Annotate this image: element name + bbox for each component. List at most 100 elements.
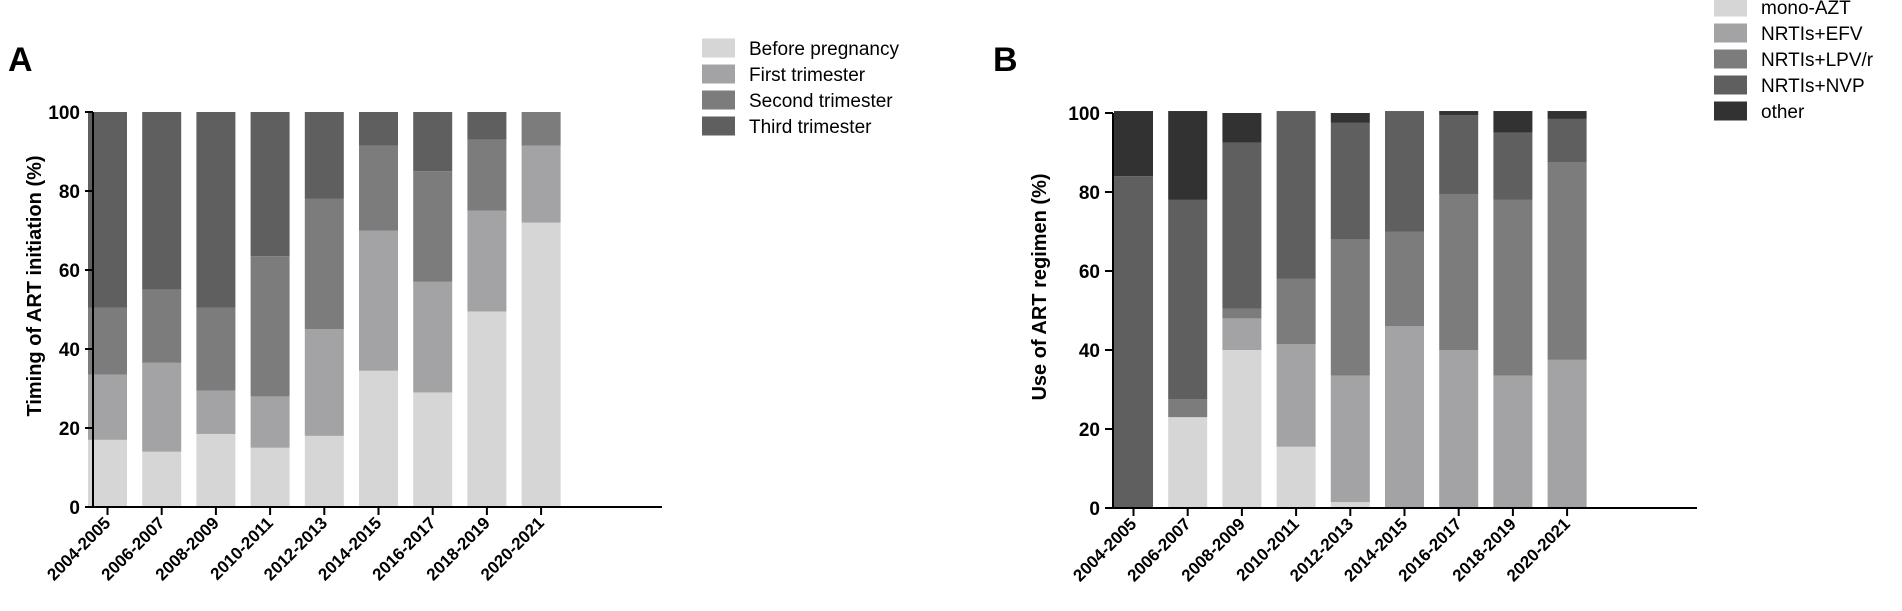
bar-segment-4-2014-2015 [359,112,398,146]
bar-segment-3-2020-2021 [1547,162,1587,360]
panel-b-xticks: 2004-20052006-20072008-20092010-20112012… [1069,508,1574,585]
bar-segment-1-2012-2013 [1330,502,1370,508]
bar-segment-1-2006-2007 [142,451,182,507]
panel-a-bars [88,112,561,507]
bar-segment-2-2006-2007 [142,362,182,452]
bar-segment-3-2012-2013 [1330,239,1370,376]
panel-a-xticks: 2004-20052006-20072008-20092010-20112012… [43,507,548,584]
bar-segment-4-2010-2011 [1276,111,1316,279]
bar-segment-2-2020-2021 [521,145,561,223]
bar-segment-3-2004-2005 [88,307,127,375]
bar-segment-5-2004-2005 [1114,111,1153,177]
bar-segment-1-2012-2013 [304,435,344,507]
legend-label: Before pregnancy [749,39,899,60]
bar-segment-2-2016-2017 [413,281,453,393]
bar-segment-3-2012-2013 [304,198,344,330]
bar-segment-1-2018-2019 [467,311,507,507]
bar-segment-5-2018-2019 [1493,111,1533,133]
bar-segment-5-2008-2009 [1222,113,1262,143]
ytick-label: 20 [59,419,80,440]
ytick-label: 100 [48,103,80,124]
legend-label: Third trimester [749,117,872,138]
bar-segment-2-2014-2015 [359,230,398,371]
ytick-label: 0 [1089,499,1100,520]
bar-segment-2-2012-2013 [1330,375,1370,503]
panel-a-chart: A Timing of ART initiation (%) 0 20 40 60 80… [8,38,899,584]
legend-swatch [702,38,735,58]
bar-segment-4-2008-2009 [1222,142,1262,309]
bar-segment-2-2012-2013 [304,329,344,436]
bar-segment-1-2016-2017 [413,392,453,507]
bar-segment-1-2020-2021 [521,222,561,507]
bar-segment-4-2006-2007 [142,112,182,290]
bar-segment-3-2006-2007 [142,289,182,363]
panel-a-legend: Before pregnancy First trimester Second tr… [702,38,899,138]
panel-b-chart: B Use of ART regimen (%) 0 20 40 60 80 100 20… [993,0,1874,585]
bar-segment-2-2018-2019 [467,210,507,312]
legend-swatch [702,64,735,84]
bar-segment-1-2008-2009 [1222,350,1262,508]
bar-segment-4-2016-2017 [1439,114,1479,194]
bar-segment-4-2018-2019 [1493,132,1533,200]
legend-swatch [1714,23,1747,43]
legend-label: other [1761,102,1805,123]
bar-segment-4-2008-2009 [196,112,236,308]
bar-segment-5-2020-2021 [1547,111,1587,119]
legend-swatch [702,116,735,136]
legend-label: mono-AZT [1761,0,1851,19]
bar-segment-2-2018-2019 [1493,375,1533,508]
bar-segment-4-2020-2021 [1547,118,1587,163]
bar-segment-3-2018-2019 [1493,199,1533,376]
bar-segment-5-2016-2017 [1439,111,1479,115]
bar-segment-4-2016-2017 [413,112,453,172]
legend-label: Second trimester [749,91,893,112]
bar-segment-2-2008-2009 [196,390,236,434]
bar-segment-4-2004-2005 [1114,176,1153,508]
bar-segment-3-2018-2019 [467,139,507,211]
ytick-label: 0 [69,498,80,519]
bar-segment-4-2006-2007 [1168,199,1208,400]
panel-a-yticks: 0 20 40 60 80 100 [48,103,93,519]
bar-segment-2-2014-2015 [1385,326,1424,508]
bar-segment-2-2008-2009 [1222,318,1262,350]
panel-b-letter: B [993,41,1018,79]
legend-label: First trimester [749,65,866,86]
bar-segment-1-2010-2011 [250,447,290,507]
panel-a-letter: A [8,41,33,79]
bar-segment-2-2004-2005 [88,374,127,440]
legend-label: NRTIs+NVP [1761,76,1865,97]
panel-a-ylabel: Timing of ART initiation (%) [24,155,46,416]
ytick-label: 60 [1079,262,1100,283]
ytick-label: 80 [59,182,80,203]
legend-swatch [1714,49,1747,69]
bar-segment-4-2010-2011 [250,112,290,257]
bar-segment-3-2010-2011 [250,256,290,397]
bar-segment-1-2010-2011 [1276,446,1316,508]
bar-segment-3-2020-2021 [521,112,561,146]
bar-segment-5-2012-2013 [1330,113,1370,123]
bar-segment-1-2006-2007 [1168,417,1208,508]
bar-segment-2-2016-2017 [1439,350,1479,508]
bar-segment-4-2012-2013 [1330,122,1370,240]
legend-swatch [702,90,735,110]
bar-segment-4-2004-2005 [88,112,127,308]
bar-segment-3-2010-2011 [1276,278,1316,345]
ytick-label: 20 [1079,420,1100,441]
bar-segment-3-2016-2017 [1439,193,1479,350]
bar-segment-1-2008-2009 [196,433,236,507]
legend-swatch [1714,75,1747,95]
bar-segment-1-2004-2005 [88,439,127,507]
ytick-label: 80 [1079,183,1100,204]
panel-b-yticks: 0 20 40 60 80 100 [1068,104,1113,520]
ytick-label: 40 [1079,341,1100,362]
panel-b-bars [1114,111,1587,508]
bar-segment-2-2020-2021 [1547,359,1587,508]
bar-segment-2-2010-2011 [250,396,290,448]
legend-swatch [1714,0,1747,17]
legend-swatch [1714,101,1747,121]
legend-label: NRTIs+EFV [1761,24,1863,45]
ytick-label: 60 [59,261,80,282]
panel-b-legend: mono-AZT NRTIs+EFV NRTIs+LPV/r NRTIs+NVP oth… [1714,0,1874,123]
bar-segment-5-2006-2007 [1168,111,1208,200]
